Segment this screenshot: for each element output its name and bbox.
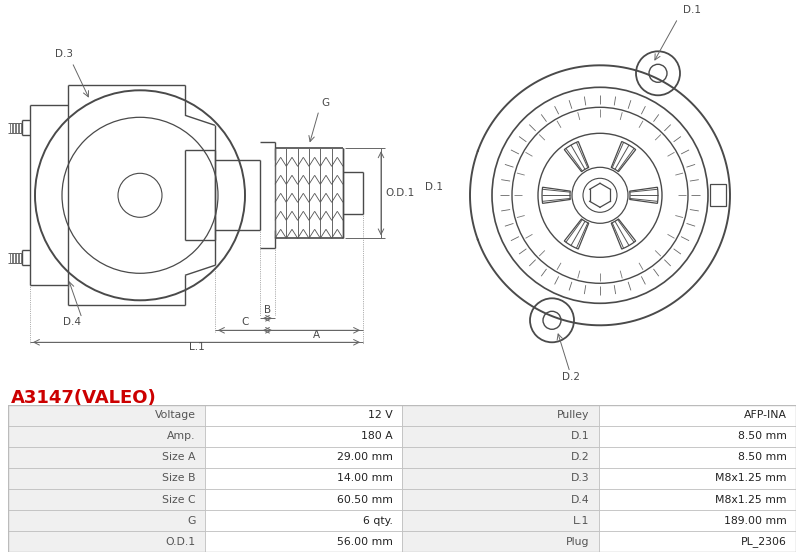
- Text: D.2: D.2: [562, 372, 580, 382]
- Bar: [8, 405, 205, 426]
- Bar: [205, 405, 402, 426]
- Bar: [599, 468, 796, 489]
- Bar: [205, 426, 402, 447]
- Bar: [8, 531, 205, 552]
- Text: 189.00 mm: 189.00 mm: [724, 516, 786, 526]
- Text: D.3: D.3: [571, 474, 590, 483]
- Bar: [402, 531, 599, 552]
- Text: 56.00 mm: 56.00 mm: [337, 537, 393, 547]
- Text: Plug: Plug: [566, 537, 590, 547]
- Bar: [8, 510, 205, 531]
- Bar: [8, 489, 205, 510]
- Text: Size B: Size B: [162, 474, 195, 483]
- Bar: [402, 489, 599, 510]
- Text: B: B: [264, 305, 271, 315]
- Text: G: G: [321, 98, 329, 108]
- Bar: [402, 468, 599, 489]
- Bar: [599, 531, 796, 552]
- Text: L.1: L.1: [573, 516, 590, 526]
- Text: D.4: D.4: [63, 318, 81, 328]
- Text: D.1: D.1: [425, 182, 443, 193]
- Text: 180 A: 180 A: [361, 431, 393, 441]
- Text: M8x1.25 mm: M8x1.25 mm: [715, 474, 786, 483]
- Text: 60.50 mm: 60.50 mm: [337, 494, 393, 504]
- Text: Voltage: Voltage: [154, 410, 195, 420]
- Text: Size C: Size C: [162, 494, 195, 504]
- Text: O.D.1: O.D.1: [385, 188, 414, 198]
- Text: D.3: D.3: [55, 49, 73, 59]
- Text: O.D.1: O.D.1: [166, 537, 195, 547]
- Text: 12 V: 12 V: [368, 410, 393, 420]
- Text: L.1: L.1: [189, 342, 204, 352]
- Text: D.1: D.1: [683, 5, 701, 15]
- Bar: [205, 531, 402, 552]
- Bar: [402, 405, 599, 426]
- Bar: [8, 447, 205, 468]
- Text: 29.00 mm: 29.00 mm: [337, 453, 393, 463]
- Bar: [205, 447, 402, 468]
- Text: A: A: [313, 330, 320, 340]
- Bar: [402, 510, 599, 531]
- Bar: [402, 447, 599, 468]
- Text: Amp.: Amp.: [167, 431, 195, 441]
- Text: D.2: D.2: [571, 453, 590, 463]
- Text: 6 qty.: 6 qty.: [362, 516, 393, 526]
- Text: 8.50 mm: 8.50 mm: [738, 431, 786, 441]
- Text: D.4: D.4: [571, 494, 590, 504]
- Text: M8x1.25 mm: M8x1.25 mm: [715, 494, 786, 504]
- Bar: [8, 468, 205, 489]
- Text: PL_2306: PL_2306: [741, 536, 786, 547]
- Text: G: G: [187, 516, 195, 526]
- Text: 14.00 mm: 14.00 mm: [337, 474, 393, 483]
- Text: 8.50 mm: 8.50 mm: [738, 453, 786, 463]
- Bar: [205, 510, 402, 531]
- Bar: [599, 510, 796, 531]
- Bar: [205, 468, 402, 489]
- Text: Pulley: Pulley: [557, 410, 590, 420]
- Bar: [599, 405, 796, 426]
- Text: D.1: D.1: [571, 431, 590, 441]
- Text: A3147(VALEO): A3147(VALEO): [11, 389, 157, 407]
- Text: C: C: [242, 318, 249, 328]
- Text: AFP-INA: AFP-INA: [743, 410, 786, 420]
- Bar: [599, 426, 796, 447]
- Text: Size A: Size A: [162, 453, 195, 463]
- Bar: [402, 426, 599, 447]
- Bar: [710, 184, 726, 206]
- Bar: [599, 489, 796, 510]
- Bar: [8, 426, 205, 447]
- Bar: [205, 489, 402, 510]
- Bar: [599, 447, 796, 468]
